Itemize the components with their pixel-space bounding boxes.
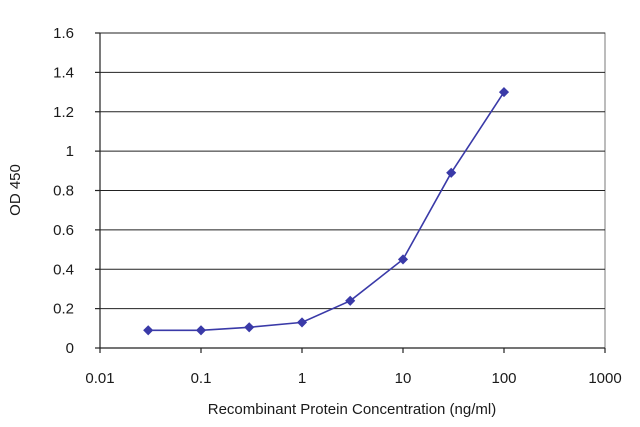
y-tick-label: 1 [66,143,74,160]
y-tick-label: 0.4 [53,261,74,278]
y-tick-label: 1.2 [53,104,74,121]
y-axis-title: OD 450 [7,164,24,216]
y-tick-label: 0.8 [53,183,74,200]
data-point-marker [195,325,207,336]
x-tick-label: 100 [491,370,516,387]
axes: 0 0.2 0.4 0.6 0.8 1 1.2 1.4 1.6 0.01 0.1 1 10 100 1000 [53,25,622,387]
x-axis-title: Recombinant Protein Concentration (ng/ml… [208,401,496,418]
data-point-marker [498,87,510,98]
data-point-marker [143,325,154,336]
data-point-marker [446,167,457,178]
x-tick-label: 0.01 [85,370,114,387]
y-tick-label: 0.2 [53,301,74,318]
data-point-marker [345,295,356,306]
y-tick-label: 1.6 [53,25,74,42]
series-line [148,91,505,332]
y-tick-label: 0.6 [53,222,74,239]
x-tick-label: 1 [298,370,306,387]
data-point-marker [397,254,409,265]
data-point-marker [296,317,308,328]
series-layer [143,87,510,336]
y-tick-label: 1.4 [53,64,74,81]
x-tick-label: 1000 [588,370,621,387]
x-tick-label: 0.1 [191,370,212,387]
data-point-marker [244,322,255,333]
x-tick-label: 10 [395,370,412,387]
y-tick-label: 0 [66,340,74,357]
grid-lines [100,32,605,310]
